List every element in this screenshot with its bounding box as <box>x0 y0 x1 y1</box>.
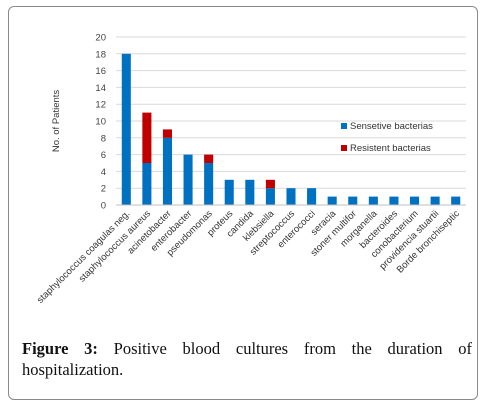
y-axis-title: No. of Patients <box>51 90 62 153</box>
figure-caption: Figure 3: Positive blood cultures from t… <box>22 338 472 380</box>
y-tick-label: 0 <box>101 201 106 212</box>
y-tick-label: 16 <box>95 66 106 77</box>
resistant-bar <box>162 129 172 138</box>
sensitive-bar <box>142 163 152 205</box>
sensitive-bar <box>286 188 296 205</box>
y-tick-label: 18 <box>95 49 106 60</box>
sensitive-bar <box>410 196 420 205</box>
sensitive-bar <box>265 188 275 205</box>
y-tick-label: 14 <box>95 83 106 94</box>
sensitive-bar <box>451 196 461 205</box>
x-tick-label: staphylococcus coagulas neg. <box>35 208 132 305</box>
figure-label: Figure 3: <box>22 339 98 358</box>
y-tick-label: 4 <box>101 167 106 178</box>
bar-chart: 0 2 4 6 8 10 12 14 16 18 20 No. of Patients staphylo… <box>35 33 466 306</box>
y-tick-label: 6 <box>101 150 106 161</box>
sensitive-bar <box>389 196 399 205</box>
legend-swatch <box>341 123 347 129</box>
y-tick-label: 8 <box>101 133 106 144</box>
sensitive-bar <box>224 179 234 205</box>
sensitive-bar <box>245 179 255 205</box>
legend-label: Resistent bacterias <box>350 143 431 154</box>
sensitive-bar <box>307 188 317 205</box>
legend-swatch <box>341 145 347 151</box>
y-tick-label: 20 <box>95 33 106 44</box>
y-tick-label: 2 <box>101 184 106 195</box>
figure-frame <box>8 6 478 400</box>
sensitive-bar <box>162 137 172 205</box>
sensitive-bar <box>183 154 193 205</box>
sensitive-bar <box>327 196 337 205</box>
y-tick-label: 12 <box>95 100 106 111</box>
resistant-bar <box>204 154 214 163</box>
sensitive-bar <box>204 163 214 205</box>
sensitive-bar <box>121 53 131 205</box>
resistant-bar <box>142 112 152 163</box>
sensitive-bar <box>368 196 378 205</box>
sensitive-bar <box>348 196 358 205</box>
y-tick-label: 10 <box>95 117 106 128</box>
sensitive-bar <box>430 196 440 205</box>
figure-caption-text: Positive blood cultures from the duratio… <box>22 339 473 379</box>
legend-label: Sensetive bacterias <box>350 121 433 132</box>
resistant-bar <box>265 179 275 189</box>
